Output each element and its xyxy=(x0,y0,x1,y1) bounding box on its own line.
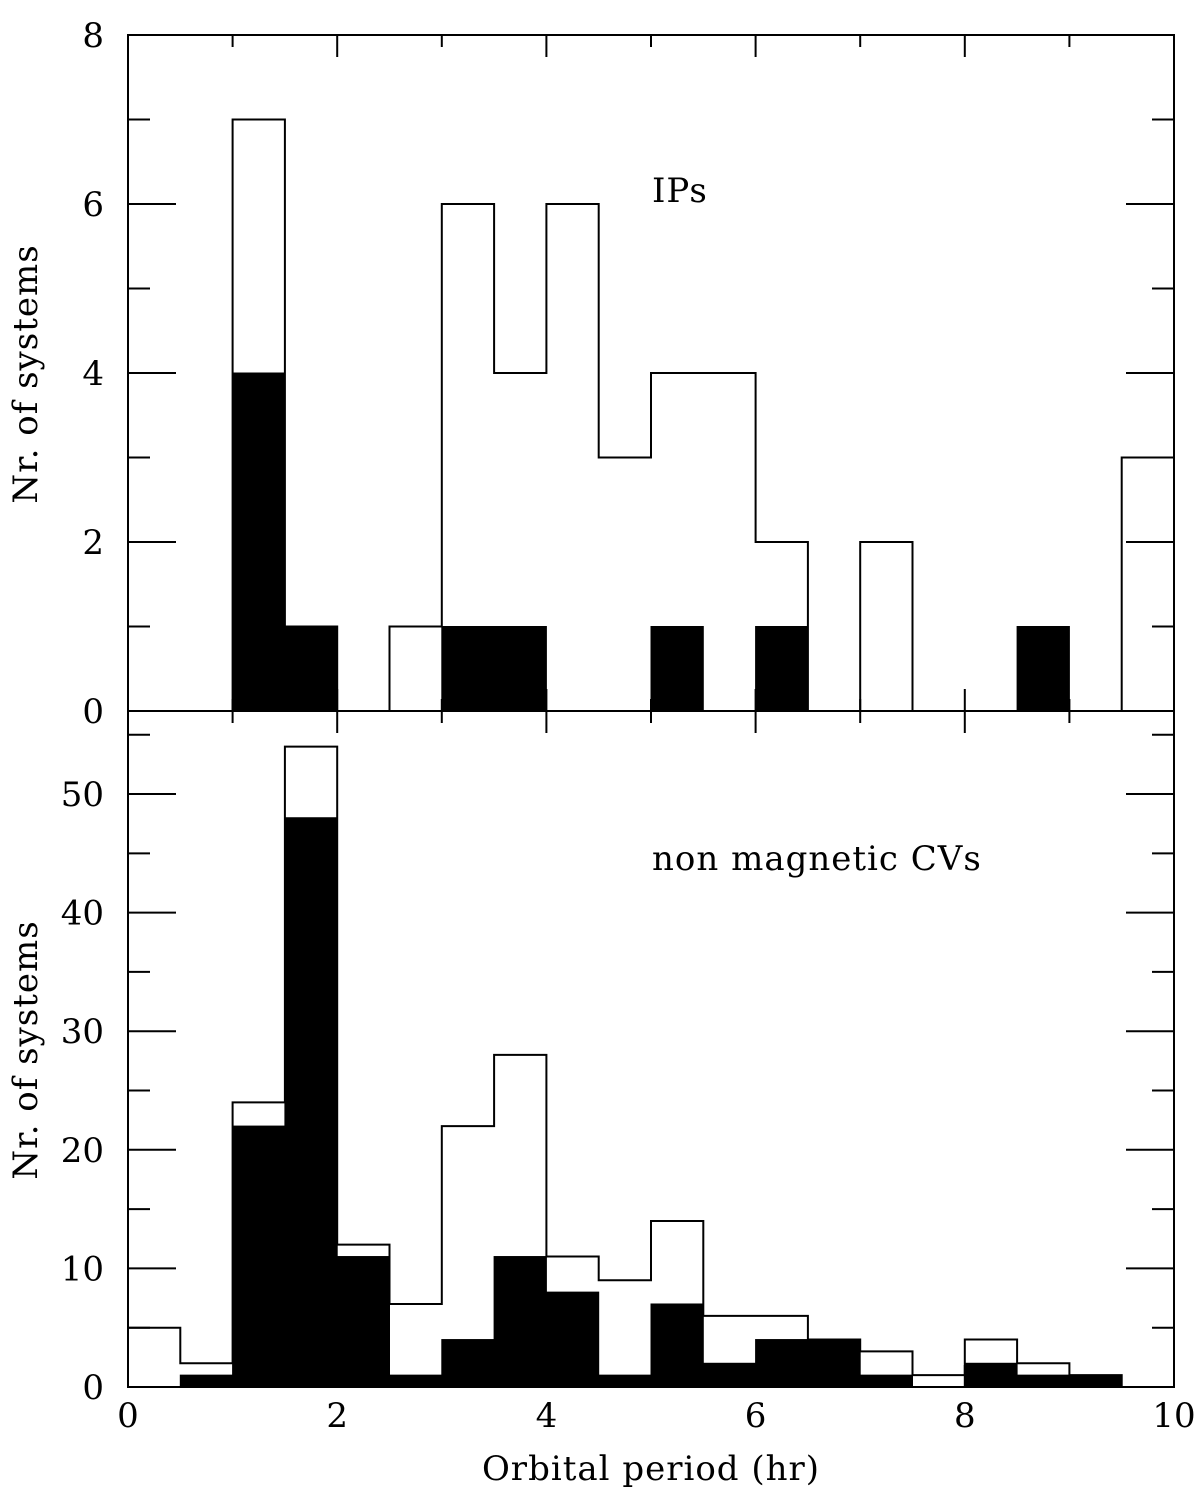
filled-bar xyxy=(964,1362,1018,1388)
y-tick-label: 4 xyxy=(82,354,104,394)
ip-annotation: IPs xyxy=(652,171,708,211)
y-tick-label: 40 xyxy=(61,894,104,934)
filled-bar xyxy=(702,1362,757,1388)
y-tick-label: 10 xyxy=(61,1249,104,1289)
y-tick-label: 6 xyxy=(82,185,104,225)
filled-bar xyxy=(232,1125,286,1388)
y-tick-label: 8 xyxy=(82,16,104,56)
x-tick-label: 2 xyxy=(326,1396,348,1436)
filled-bar xyxy=(755,626,809,712)
filled-bar xyxy=(284,626,338,712)
filled-bar xyxy=(441,626,495,712)
x-tick-label: 10 xyxy=(1152,1396,1195,1436)
y-tick-label: 20 xyxy=(61,1131,104,1171)
y-tick-label: 30 xyxy=(61,1012,104,1052)
filled-bar xyxy=(755,1339,809,1388)
x-tick-label: 0 xyxy=(117,1396,139,1436)
cv-filled-bars xyxy=(179,817,1123,1388)
filled-bar xyxy=(336,1256,391,1388)
filled-bar xyxy=(389,1374,443,1388)
y-tick-label: 50 xyxy=(61,775,104,815)
filled-bar xyxy=(1016,626,1070,712)
filled-bar xyxy=(441,1339,495,1388)
x-tick-label: 4 xyxy=(536,1396,558,1436)
y-tick-label: 0 xyxy=(82,1368,104,1408)
filled-bar xyxy=(284,817,338,1388)
ip-outline-steps xyxy=(128,118,1175,712)
filled-bar xyxy=(545,1291,600,1388)
cv-annotation: non magnetic CVs xyxy=(652,839,982,879)
filled-bar xyxy=(598,1374,652,1388)
filled-bar xyxy=(493,1256,547,1388)
ip-filled-bars xyxy=(232,372,1070,712)
filled-bar xyxy=(232,372,286,712)
outline-step-line xyxy=(127,745,1174,1388)
ip-tick-labels: 0 2 4 6 8 xyxy=(82,16,104,732)
filled-bar xyxy=(493,626,547,712)
cv-outline-steps xyxy=(127,745,1174,1388)
ip-histogram-panel: 0 2 4 6 8 IPs Nr. of systems xyxy=(6,16,1175,732)
filled-bar xyxy=(650,626,704,712)
filled-bar xyxy=(1068,1374,1123,1388)
cv-histogram-panel: 0 10 20 30 40 50 0 2 4 6 8 10 non magnetic CVs Nr. … xyxy=(6,710,1196,1489)
cv-y-axis-title: Nr. of systems xyxy=(6,920,46,1179)
y-tick-label: 0 xyxy=(82,692,104,732)
filled-bar xyxy=(807,1339,861,1388)
outline-step-line xyxy=(128,118,1175,712)
x-tick-label: 8 xyxy=(954,1396,976,1436)
filled-bar xyxy=(859,1374,914,1388)
cv-plot-frame xyxy=(127,710,1175,1388)
filled-bar xyxy=(179,1374,234,1388)
ip-y-axis-title: Nr. of systems xyxy=(6,244,46,503)
cv-tick-labels: 0 10 20 30 40 50 0 2 4 6 8 10 xyxy=(61,775,1196,1436)
x-tick-label: 6 xyxy=(745,1396,767,1436)
filled-bar xyxy=(650,1303,704,1388)
filled-bar xyxy=(1016,1374,1070,1388)
y-tick-label: 2 xyxy=(82,523,104,563)
cv-x-axis-title: Orbital period (hr) xyxy=(482,1449,820,1489)
